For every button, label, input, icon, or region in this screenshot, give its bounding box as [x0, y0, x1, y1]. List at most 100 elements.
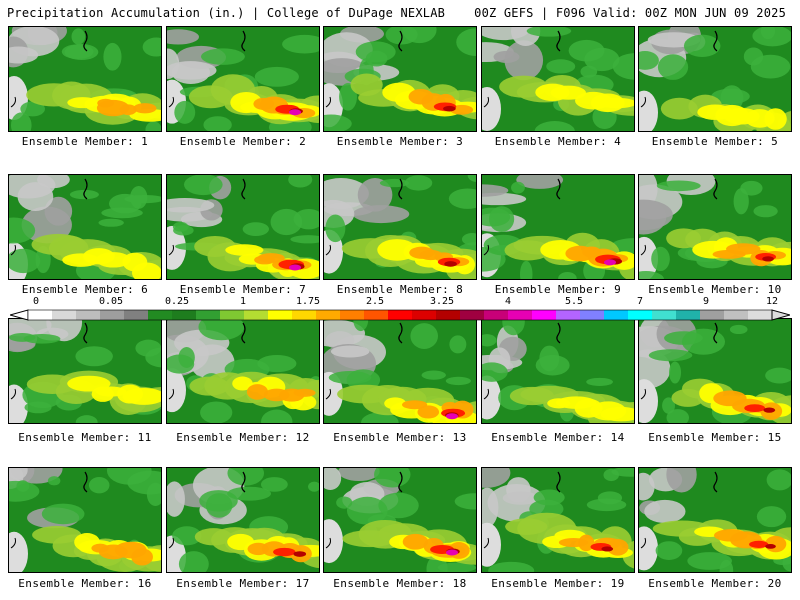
ensemble-member-map: [8, 318, 162, 424]
precip-band: [122, 388, 161, 405]
precip-heavy: [273, 547, 296, 557]
coastline: [10, 388, 16, 400]
colorbar-tick-label: 0.05: [98, 296, 124, 307]
coastline: [325, 244, 331, 256]
colorbar-segment: [148, 310, 173, 320]
coastline: [325, 96, 331, 108]
colorbar-tick-label: 4: [504, 296, 512, 307]
precip-heavy: [607, 538, 629, 556]
coastline: [640, 388, 646, 400]
precip-patch: [227, 486, 272, 501]
coastline: [168, 96, 174, 108]
colorbar-segment: [316, 310, 341, 320]
coastline: [713, 322, 718, 344]
ensemble-member-map: [481, 174, 635, 280]
precip-field: [167, 27, 319, 131]
precip-patch: [127, 470, 161, 495]
precip-low-area: [330, 345, 370, 358]
precip-heavy: [119, 104, 137, 116]
precip-low-area: [357, 178, 393, 212]
precip-patch: [200, 48, 245, 65]
precip-field: [9, 319, 161, 423]
precip-patch: [101, 207, 143, 219]
ensemble-member-label: Ensemble Member: 14: [491, 431, 625, 444]
precip-patch: [482, 207, 511, 227]
coastline: [325, 388, 331, 400]
precip-field: [167, 468, 319, 572]
coastline: [398, 471, 403, 493]
colorbar-segment: [340, 310, 365, 320]
coastline: [83, 178, 88, 200]
colorbar-tick-label: 5.5: [564, 296, 584, 307]
precip-patch: [130, 185, 148, 209]
ensemble-member-map: [638, 174, 792, 280]
precip-patch: [270, 208, 303, 236]
precip-patch: [378, 492, 419, 519]
precip-field: [167, 319, 319, 423]
colorbar-tick-label: 1.75: [295, 296, 321, 307]
precip-field: [167, 175, 319, 279]
precip-low-area: [338, 468, 380, 482]
precip-band: [550, 85, 586, 100]
precip-patch: [651, 246, 670, 272]
precip-patch: [482, 334, 497, 347]
colorbar-max-arrow: [771, 309, 790, 321]
precip-heavy: [133, 103, 157, 114]
precip-low-area: [639, 472, 655, 501]
coastline: [83, 322, 88, 344]
colorbar-segment: [52, 310, 77, 320]
colorbar-segment: [292, 310, 317, 320]
precip-band: [597, 97, 634, 109]
precip-field: [482, 27, 634, 131]
precip-heavy: [131, 548, 153, 566]
precip-patch: [142, 37, 161, 57]
precip-low-area: [167, 225, 186, 270]
precip-patch: [75, 415, 98, 423]
precip-patch: [41, 503, 85, 525]
precip-patch: [404, 175, 433, 191]
precip-patch: [611, 468, 634, 477]
precip-patch: [260, 477, 288, 492]
colorbar-tick-label: 9: [702, 296, 710, 307]
precip-heavy: [578, 534, 595, 552]
precip-low-area: [167, 368, 186, 413]
precip-patch: [743, 47, 764, 66]
precip-patch: [172, 526, 202, 546]
precip-band: [225, 244, 264, 256]
precip-patch: [421, 370, 446, 380]
ensemble-member-map: [166, 174, 320, 280]
precip-patch: [173, 225, 194, 236]
ensemble-member-map: [481, 26, 635, 132]
precip-low-area: [504, 40, 544, 81]
precip-patch: [203, 116, 232, 131]
ensemble-member-label: Ensemble Member: 20: [648, 577, 782, 590]
coastline: [640, 537, 646, 549]
precip-field: [324, 319, 476, 423]
coastline: [241, 178, 246, 200]
coastline: [483, 537, 489, 549]
colorbar-tick-label: 2.5: [365, 296, 385, 307]
ensemble-member-map: [638, 26, 792, 132]
colorbar-tick-label: 0: [32, 296, 40, 307]
coastline: [556, 178, 561, 200]
coastline: [713, 30, 718, 52]
precip-patch: [681, 328, 726, 355]
precip-low-area: [324, 468, 342, 491]
precip-patch: [454, 493, 476, 510]
ensemble-member-label: Ensemble Member: 10: [648, 283, 782, 296]
ensemble-member-label: Ensemble Member: 17: [176, 577, 310, 590]
colorbar-segment: [748, 310, 773, 320]
precip-patch: [445, 376, 471, 386]
colorbar-segment: [220, 310, 245, 320]
precip-band: [132, 262, 161, 279]
precip-patch: [502, 319, 525, 336]
ensemble-member-map: [166, 467, 320, 573]
precip-patch: [324, 114, 352, 131]
ensemble-member-map: [166, 318, 320, 424]
ensemble-member-map: [481, 467, 635, 573]
precip-low-area: [644, 499, 686, 524]
ensemble-member-map: [323, 26, 477, 132]
precip-patch: [145, 121, 161, 131]
precip-band: [660, 97, 698, 120]
precip-patch: [20, 101, 45, 117]
